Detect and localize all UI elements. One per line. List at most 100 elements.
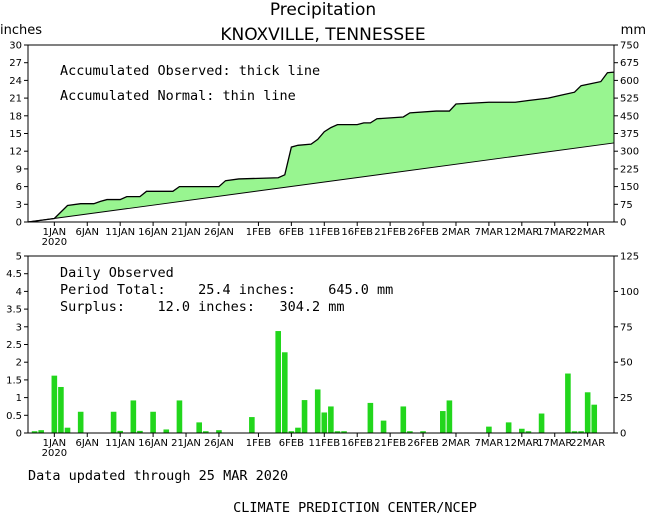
surplus-fill-area: [28, 72, 614, 222]
accumulated-observed-line: [27, 71, 615, 223]
top-x-tick-label: 2MAR: [442, 227, 471, 238]
daily-bar: [196, 422, 202, 433]
accumulated-normal-note: Accumulated Normal: thin line: [60, 88, 296, 104]
daily-bar: [301, 400, 308, 433]
daily-bar: [571, 431, 578, 433]
top-x-tick-label: 7MAR: [475, 227, 504, 238]
daily-bar: [486, 426, 492, 433]
top-x-tick-label: 17MAR: [537, 227, 572, 238]
top-x-tick-label: 26JAN: [204, 227, 234, 238]
bottom-x-tick-label: 21FEB: [374, 438, 406, 449]
bottom-left-tick-label: 4: [16, 287, 22, 298]
daily-bar: [130, 400, 137, 433]
top-right-tick-label: 525: [620, 94, 639, 105]
daily-bar: [38, 430, 44, 433]
top-x-tick-label: 11JAN: [105, 227, 135, 238]
daily-bar: [400, 406, 407, 433]
daily-bar: [281, 352, 288, 433]
top-right-tick-label: 375: [620, 129, 639, 140]
top-x-tick-label: 11FEB: [308, 227, 340, 238]
top-left-tick-label: 18: [9, 111, 22, 122]
daily-bar: [150, 411, 156, 433]
top-right-tick-label: 75: [620, 200, 633, 211]
top-left-tick-label: 21: [9, 94, 22, 105]
bottom-left-tick-label: 3: [16, 322, 22, 333]
bottom-left-tick-label: 2: [16, 358, 22, 369]
daily-bar: [275, 331, 282, 433]
accumulated-panel: 0369121518212427300751502253003754505256…: [9, 41, 639, 249]
daily-bar: [58, 386, 64, 433]
accumulated-normal-line: [27, 142, 615, 223]
top-x-tick-label: 21JAN: [171, 227, 201, 238]
daily-bar: [117, 430, 123, 433]
top-left-tick-label: 12: [9, 147, 22, 158]
daily-bar: [77, 411, 84, 433]
top-x-tick-label: 16FEB: [341, 227, 373, 238]
bottom-x-tick-label: 11JAN: [105, 438, 135, 449]
surplus-label: Surplus: 12.0 inches: 304.2 mm: [60, 299, 344, 315]
bottom-left-tick-label: 1: [16, 393, 22, 404]
bottom-x-tick-label: 1FEB: [246, 438, 271, 449]
credit-footer: CLIMATE PREDICTION CENTER/NCEP: [233, 500, 477, 516]
daily-bar: [584, 392, 591, 433]
top-right-tick-label: 600: [620, 76, 639, 87]
daily-bar: [446, 400, 453, 433]
top-x-tick-label: 21FEB: [374, 227, 406, 238]
bottom-x-tick-label: 7MAR: [475, 438, 504, 449]
bottom-right-tick-label: 125: [620, 252, 639, 263]
daily-bar: [64, 427, 71, 433]
bottom-x-tick-label: 21JAN: [171, 438, 201, 449]
bottom-left-tick-label: 4.5: [6, 269, 22, 280]
bottom-x-tick-label: 17MAR: [537, 438, 572, 449]
daily-bar: [110, 411, 117, 433]
top-x-year-label: 2020: [42, 237, 67, 248]
daily-bar: [216, 430, 222, 433]
data-updated-note: Data updated through 25 MAR 2020: [28, 468, 288, 484]
daily-bar: [163, 429, 170, 433]
daily-bar: [137, 430, 143, 433]
top-x-tick-label: 26FEB: [407, 227, 439, 238]
top-left-unit: inches: [0, 23, 42, 38]
bottom-x-tick-label: 1JAN: [43, 438, 66, 449]
bottom-x-tick-label: 11FEB: [308, 438, 340, 449]
bottom-x-tick-label: 2MAR: [442, 438, 471, 449]
top-left-tick-label: 24: [9, 76, 22, 87]
daily-bar: [407, 431, 413, 433]
daily-bar: [525, 431, 532, 433]
chart-title: Precipitation: [270, 0, 376, 20]
daily-bar: [314, 389, 321, 433]
bottom-left-tick-label: 5: [16, 252, 22, 263]
bottom-x-year-label: 2020: [42, 448, 67, 459]
top-right-tick-label: 0: [620, 218, 626, 229]
chart-subtitle: KNOXVILLE, TENNESSEE: [220, 25, 425, 45]
bottom-right-tick-label: 0: [620, 429, 626, 440]
daily-bar: [420, 431, 426, 433]
top-left-tick-label: 9: [16, 164, 22, 175]
daily-bar: [341, 431, 347, 433]
bottom-left-tick-label: 0: [16, 429, 22, 440]
daily-bar: [334, 431, 341, 433]
bottom-x-tick-label: 16JAN: [138, 438, 168, 449]
daily-bar: [51, 375, 58, 433]
top-left-tick-label: 15: [9, 129, 22, 140]
daily-bar: [591, 404, 598, 433]
daily-bar: [565, 373, 571, 433]
top-x-tick-label: 1FEB: [246, 227, 271, 238]
daily-bar: [202, 431, 209, 433]
top-left-tick-label: 0: [16, 218, 22, 229]
bottom-right-tick-label: 50: [620, 358, 633, 369]
daily-bar: [440, 411, 446, 433]
top-left-tick-label: 3: [16, 200, 22, 211]
top-right-tick-label: 150: [620, 182, 639, 193]
daily-bar: [176, 400, 183, 433]
bottom-x-tick-label: 22MAR: [570, 438, 605, 449]
top-x-tick-label: 6FEB: [279, 227, 304, 238]
daily-bar: [519, 428, 525, 433]
top-right-tick-label: 450: [620, 111, 639, 122]
bottom-x-tick-label: 6FEB: [279, 438, 304, 449]
top-x-tick-label: 6JAN: [76, 227, 99, 238]
daily-bar: [288, 431, 295, 433]
bottom-left-tick-label: 1.5: [6, 375, 22, 386]
